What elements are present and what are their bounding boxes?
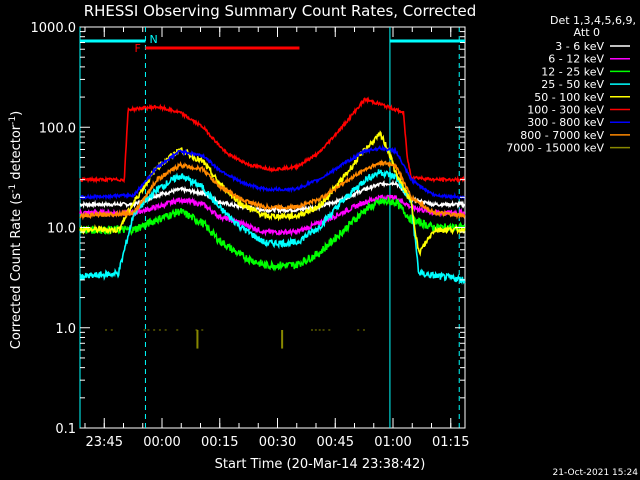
series-line-5 (79, 96, 466, 184)
series-lines (79, 96, 466, 331)
legend-label: 800 - 7000 keV (520, 129, 604, 142)
x-tick-label: 00:30 (259, 435, 296, 450)
y-tick-label: 1000.0 (31, 21, 77, 36)
y-tick-label: 10.0 (47, 222, 76, 237)
x-tick-label: 01:00 (374, 435, 411, 450)
y-tick-label: 100.0 (39, 121, 76, 136)
legend-header-2: Att 0 (574, 26, 600, 39)
x-tick-label: 00:45 (317, 435, 354, 450)
spikes (196, 329, 284, 349)
series-line-6 (79, 144, 466, 201)
x-tick-label: 01:15 (432, 435, 469, 450)
flag-bars: NF (80, 33, 465, 55)
flare-flag-label: F (134, 42, 140, 55)
x-tick-label: 00:15 (201, 435, 238, 450)
chart-title: RHESSI Observing Summary Count Rates, Co… (84, 2, 477, 20)
series-line-2 (79, 195, 466, 272)
series-line-7 (79, 159, 466, 221)
y-tick-label: 1.0 (55, 322, 76, 337)
y-axis-label-main: Corrected Count Rate (s (9, 193, 24, 350)
y-axis-label-sup2: -1 (8, 116, 18, 125)
legend-header-1: Det 1,3,4,5,6,9, (550, 14, 636, 27)
y-axis-label-sup1: -1 (8, 184, 18, 193)
legend-label: 25 - 50 keV (541, 78, 604, 91)
x-axis-ticks: 23:45 00:00 00:15 00:30 00:45 01:00 01:15 (84, 27, 469, 450)
series-line-4 (79, 130, 466, 257)
timestamp: 21-Oct-2021 15:24 (553, 468, 639, 478)
legend-label: 100 - 300 keV (527, 104, 604, 117)
night-flag-label: N (149, 33, 157, 46)
y-axis-label-mid: detector (9, 124, 24, 184)
legend-label: 12 - 25 keV (541, 65, 604, 78)
y-axis-label: Corrected Count Rate (s-1 detector-1) (8, 111, 24, 349)
legend-label: 7000 - 15000 keV (506, 142, 604, 155)
y-axis-label-end: ) (9, 111, 24, 116)
x-tick-label: 23:45 (86, 435, 123, 450)
y-tick-label: 0.1 (55, 422, 76, 437)
x-tick-label: 00:00 (143, 435, 180, 450)
legend-label: 3 - 6 keV (555, 40, 604, 53)
legend-label: 50 - 100 keV (534, 91, 604, 104)
legend-label: 300 - 800 keV (527, 116, 604, 129)
x-axis-label: Start Time (20-Mar-14 23:38:42) (215, 457, 426, 472)
series-line-1 (79, 194, 466, 237)
y-axis-ticks: 0.1 1.0 10.0 100.0 1000.0 (31, 21, 465, 437)
legend-label: 6 - 12 keV (548, 53, 604, 66)
